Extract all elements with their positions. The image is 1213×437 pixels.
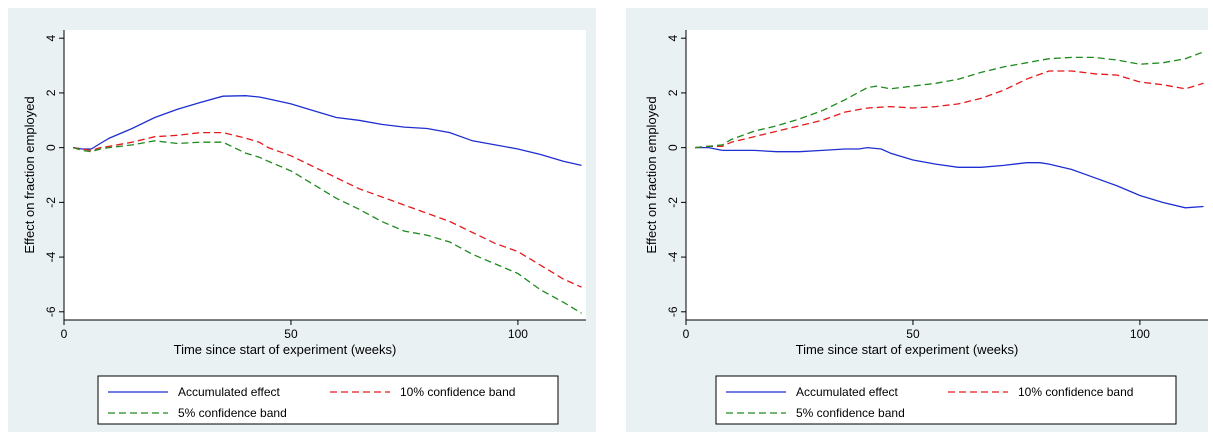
plot-area bbox=[686, 30, 1208, 320]
legend: Accumulated effect 10% confidence band 5% … bbox=[97, 375, 559, 425]
legend-label: 10% confidence band bbox=[1018, 385, 1133, 399]
legend-box bbox=[97, 375, 559, 425]
series-line-1 bbox=[73, 95, 582, 167]
series-line-1 bbox=[695, 146, 1204, 209]
y-axis-title: Effect on fraction employed bbox=[22, 96, 37, 253]
legend-label: 5% confidence band bbox=[796, 406, 905, 420]
y-tick-label: 0 bbox=[44, 144, 58, 151]
x-tick-label: 100 bbox=[508, 327, 528, 341]
y-tick-label: -4 bbox=[44, 251, 58, 262]
y-tick-label: -2 bbox=[44, 197, 58, 208]
y-tick-label: 0 bbox=[666, 144, 680, 151]
legend-label: 5% confidence band bbox=[178, 406, 287, 420]
y-axis-title: Effect on fraction employed bbox=[644, 96, 659, 253]
x-tick-label: 100 bbox=[1130, 327, 1150, 341]
y-tick-label: 2 bbox=[44, 89, 58, 96]
y-tick-label: 2 bbox=[666, 89, 680, 96]
legend: Accumulated effect 10% confidence band 5% … bbox=[715, 375, 1177, 425]
y-tick-label: -4 bbox=[666, 251, 680, 262]
x-axis-title: Time since start of experiment (weeks) bbox=[174, 342, 397, 357]
x-tick-label: 50 bbox=[284, 327, 298, 341]
legend-label: 10% confidence band bbox=[400, 385, 515, 399]
x-axis-title: Time since start of experiment (weeks) bbox=[796, 342, 1019, 357]
x-tick-label: 50 bbox=[906, 327, 920, 341]
y-tick-label: -6 bbox=[44, 306, 58, 317]
series-line-3 bbox=[695, 51, 1204, 149]
legend-label: Accumulated effect bbox=[796, 385, 899, 399]
legend-box bbox=[715, 375, 1177, 425]
y-tick-label: -6 bbox=[666, 306, 680, 317]
y-tick-label: 4 bbox=[44, 35, 58, 42]
y-tick-label: -2 bbox=[666, 197, 680, 208]
chart-panel-1: -6 -4 -2 0 2 4 0 50 100 Effect on fraction employ… bbox=[8, 8, 596, 432]
series-line-2 bbox=[73, 131, 582, 288]
chart-panel-2: -6 -4 -2 0 2 4 0 50 100 Effect on fraction employ… bbox=[626, 8, 1208, 432]
series-line-3 bbox=[72, 140, 582, 314]
y-tick-label: 4 bbox=[666, 35, 680, 42]
legend-label: Accumulated effect bbox=[178, 385, 281, 399]
plot-area bbox=[64, 30, 586, 320]
x-tick-label: 0 bbox=[683, 327, 690, 341]
series-line-2 bbox=[695, 70, 1204, 149]
x-tick-label: 0 bbox=[61, 327, 68, 341]
